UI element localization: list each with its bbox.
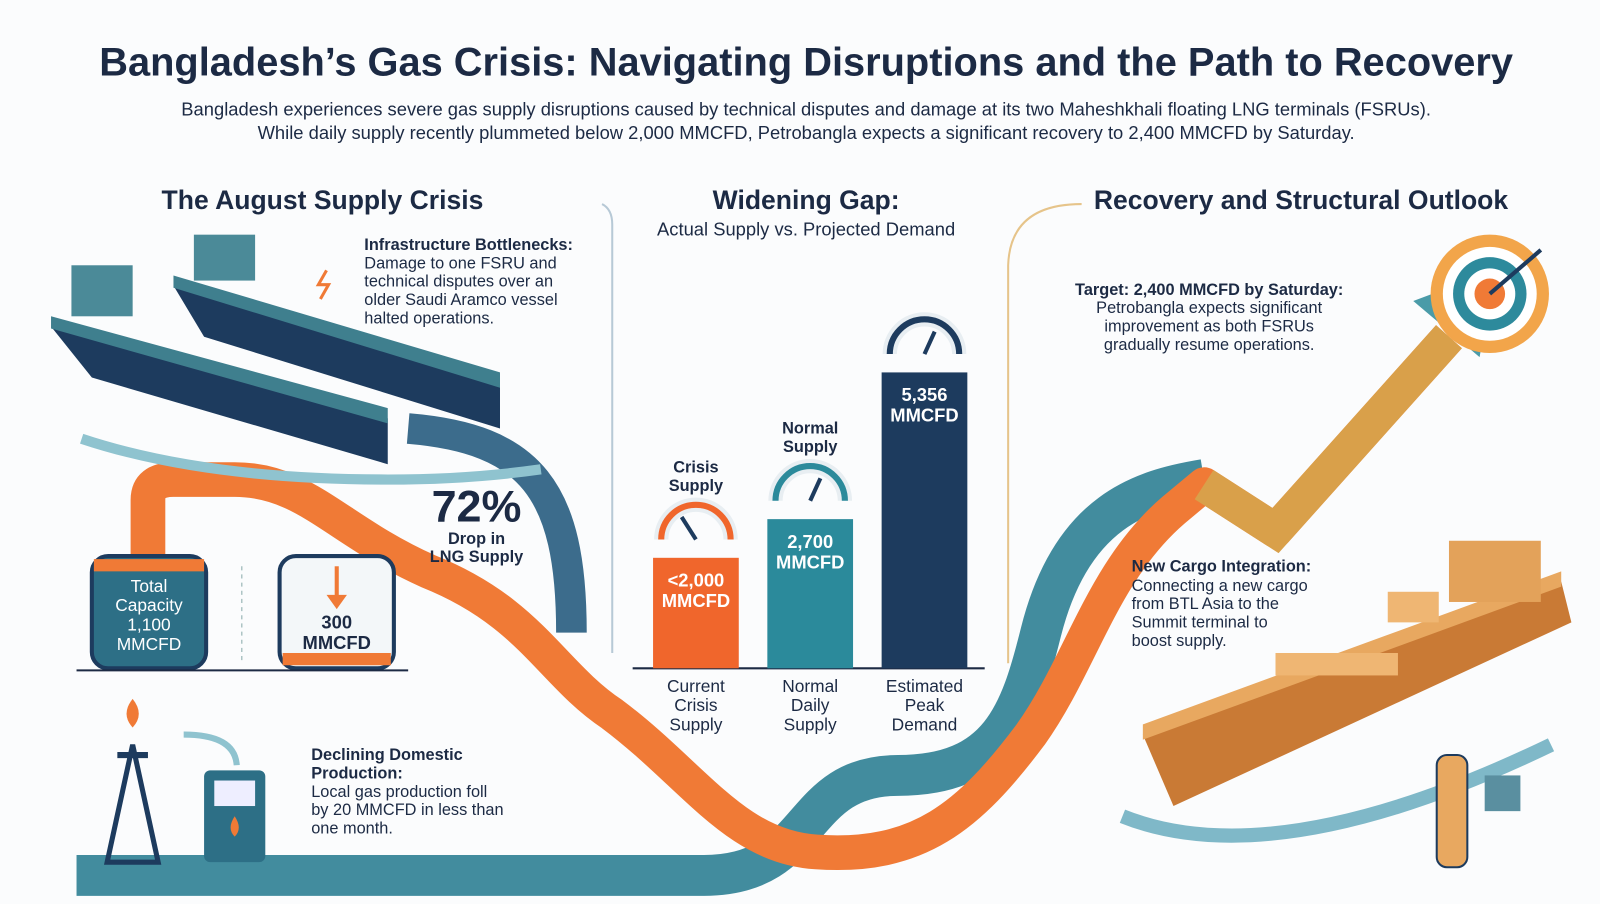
x-tick-label: Current Crisis Supply bbox=[666, 676, 725, 735]
orange-ribbon bbox=[130, 325, 1462, 871]
gauge bbox=[654, 497, 738, 540]
bar-chart bbox=[632, 312, 985, 670]
fsru-ships bbox=[51, 234, 542, 485]
note-body: one month. bbox=[311, 820, 393, 838]
gauge-needle bbox=[808, 477, 823, 502]
note-body: by 20 MMCFD in less than bbox=[311, 801, 504, 820]
tank-label: MMCFD bbox=[116, 634, 182, 655]
gauge-arc bbox=[772, 463, 848, 501]
gauge bbox=[882, 312, 967, 355]
gauge-needle bbox=[679, 515, 698, 541]
chart-title: Widening Gap: bbox=[712, 184, 900, 216]
tank-label: Capacity bbox=[115, 595, 183, 616]
x-tick-label: Normal Daily Supply bbox=[782, 676, 839, 735]
tank-label: Total bbox=[130, 576, 168, 596]
bar-annotation: Crisis Supply bbox=[668, 458, 724, 495]
stat-label: Drop in bbox=[447, 530, 506, 548]
gauge-arc bbox=[886, 316, 963, 355]
note-heading: Infrastructure Bottlenecks: bbox=[364, 236, 573, 255]
value-label: 5,356 MMCFD bbox=[890, 384, 959, 426]
gauge-arc bbox=[658, 501, 734, 540]
note-body: older Saudi Aramco vessel bbox=[364, 291, 558, 310]
note-body: Summit terminal to bbox=[1131, 614, 1268, 632]
value-label: <2,000 MMCFD bbox=[661, 570, 731, 612]
note-heading: New Cargo Integration: bbox=[1131, 558, 1312, 576]
note-heading: Production: bbox=[311, 765, 403, 783]
note-body: boost supply. bbox=[1131, 632, 1227, 650]
section-title: Recovery and Structural Outlook bbox=[1093, 184, 1509, 216]
cargo-ship bbox=[1119, 540, 1572, 869]
note-body: halted operations. bbox=[364, 310, 495, 328]
note-body: from BTL Asia to the bbox=[1131, 595, 1279, 614]
note-body: Damage to one FSRU and bbox=[364, 255, 557, 273]
note-body: technical disputes over an bbox=[364, 273, 554, 291]
note-body: Local gas production foll bbox=[311, 783, 488, 801]
stat-value: 72% bbox=[431, 481, 522, 532]
divider bbox=[601, 203, 614, 653]
note-heading: Target: 2,400 MMCFD by Saturday: bbox=[1075, 281, 1344, 299]
gauge-needle bbox=[922, 330, 937, 355]
x-tick-label: Estimated Peak Demand bbox=[885, 676, 964, 735]
rig-and-pump bbox=[103, 698, 266, 865]
bar-annotation: Normal Supply bbox=[782, 420, 839, 456]
page-subtitle: Bangladesh experiences severe gas supply… bbox=[181, 98, 1431, 120]
divider bbox=[1007, 203, 1082, 664]
value-label: 2,700 MMCFD bbox=[776, 531, 845, 573]
blue-ribbon bbox=[406, 413, 587, 633]
note-body: gradually resume operations. bbox=[1103, 336, 1315, 355]
recovery-arrow bbox=[1194, 325, 1462, 554]
note-body: improvement as both FSRUs bbox=[1104, 318, 1314, 336]
bar bbox=[653, 557, 739, 669]
note-heading: Declining Domestic bbox=[311, 746, 463, 765]
bar bbox=[881, 372, 968, 669]
tank-label: 1,100 bbox=[127, 615, 171, 635]
tank-label: 300 bbox=[321, 612, 353, 633]
gauge bbox=[768, 459, 853, 502]
note-body: Petrobangla expects significant bbox=[1096, 299, 1323, 318]
stat-label: LNG Supply bbox=[429, 548, 524, 567]
page-title: Bangladesh’s Gas Crisis: Navigating Disr… bbox=[99, 40, 1514, 85]
tanks bbox=[76, 554, 409, 672]
note-body: Connecting a new cargo bbox=[1131, 577, 1308, 595]
section-title: The August Supply Crisis bbox=[161, 184, 484, 216]
bar bbox=[767, 519, 854, 669]
target-icon bbox=[1430, 234, 1549, 354]
chart-subtitle: Actual Supply vs. Projected Demand bbox=[657, 219, 956, 240]
tank-label: MMCFD bbox=[302, 632, 371, 653]
page-subtitle: While daily supply recently plummeted be… bbox=[257, 122, 1355, 143]
